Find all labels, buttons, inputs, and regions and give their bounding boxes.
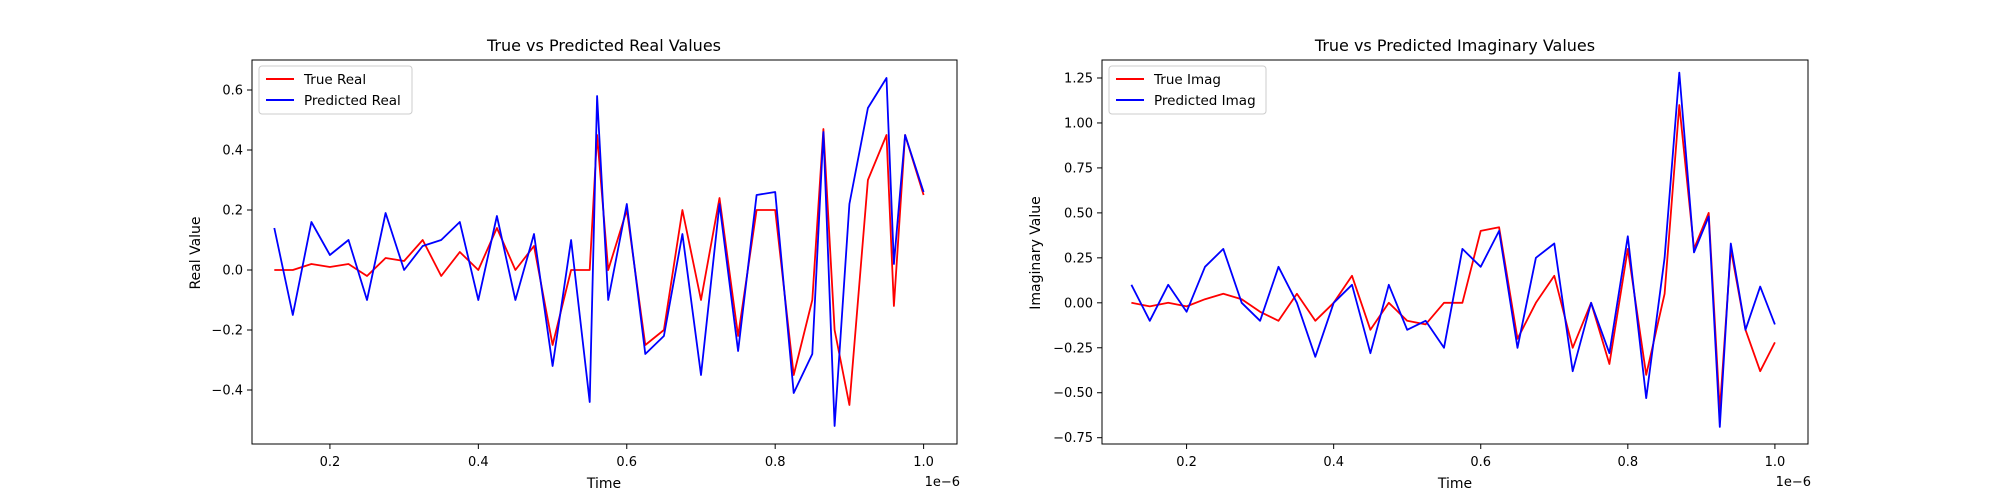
legend-label-true: True Imag	[1153, 72, 1221, 88]
x-tick-label: 0.4	[1323, 455, 1344, 470]
x-offset-label: 1e−6	[925, 475, 960, 490]
chart-imag: True vs Predicted Imaginary Values Time …	[1028, 36, 1811, 492]
legend-box	[258, 65, 413, 115]
y-axis-label: Real Value	[188, 216, 204, 289]
series-line-predicted	[1130, 71, 1776, 428]
x-tick-label: 0.4	[468, 455, 489, 470]
x-tick-label: 0.2	[1176, 455, 1197, 470]
axes-layer: 0.2 0.4 0.6 0.8 1.0 −0.4 −0.2 0.0 0.2 0.4 0.6	[211, 59, 958, 470]
x-axis-label: Time	[586, 476, 621, 492]
chart-title: True vs Predicted Imaginary Values	[1314, 36, 1595, 55]
axes-layer: 0.2 0.4 0.6 0.8 1.0 −0.75 −0.50 −0.25 0.00 0.25 0.…	[1053, 59, 1809, 470]
x-tick-label: 1.0	[913, 455, 934, 470]
y-axis-label: Imaginary Value	[1028, 196, 1044, 310]
x-tick-label: 0.2	[320, 455, 341, 470]
y-tick-label: 0.75	[1064, 161, 1093, 176]
x-axis-label: Time	[1437, 476, 1472, 492]
series-line-true	[274, 128, 925, 406]
x-tick-label: 0.6	[616, 455, 637, 470]
y-tick-label: 1.25	[1064, 71, 1093, 86]
legend-label-predicted: Predicted Imag	[1154, 93, 1256, 109]
y-tick-label: −0.2	[211, 324, 243, 339]
series-line-predicted	[273, 77, 925, 427]
y-tick-label: 0.6	[222, 84, 243, 99]
y-tick-label: −0.4	[211, 384, 243, 399]
x-offset-label: 1e−6	[1776, 475, 1811, 490]
y-tick-label: 0.50	[1064, 206, 1093, 221]
legend-label-true: True Real	[303, 72, 366, 88]
legend-label-predicted: Predicted Real	[304, 93, 401, 109]
plot-frame	[251, 59, 958, 445]
chart-title: True vs Predicted Real Values	[486, 36, 721, 55]
plot-frame	[1101, 59, 1809, 445]
y-tick-label: 0.2	[222, 204, 243, 219]
x-tick-label: 0.6	[1470, 455, 1491, 470]
chart-real: True vs Predicted Real Values Time Real …	[188, 36, 960, 492]
series-layer	[1130, 71, 1776, 428]
y-tick-label: 0.4	[222, 144, 243, 159]
legend: True Imag Predicted Imag	[1108, 65, 1267, 115]
legend: True Real Predicted Real	[258, 65, 413, 115]
y-tick-label: 0.00	[1064, 296, 1093, 311]
series-layer	[273, 77, 925, 427]
y-tick-label: 0.25	[1064, 251, 1093, 266]
y-tick-label: −0.25	[1053, 341, 1093, 356]
y-tick-label: −0.75	[1053, 431, 1093, 446]
x-tick-label: 1.0	[1765, 455, 1786, 470]
y-tick-label: 0.0	[222, 264, 243, 279]
y-tick-label: −0.50	[1053, 386, 1093, 401]
legend-box	[1108, 65, 1267, 115]
y-tick-label: 1.00	[1064, 116, 1093, 131]
x-tick-label: 0.8	[765, 455, 786, 470]
x-tick-label: 0.8	[1617, 455, 1638, 470]
